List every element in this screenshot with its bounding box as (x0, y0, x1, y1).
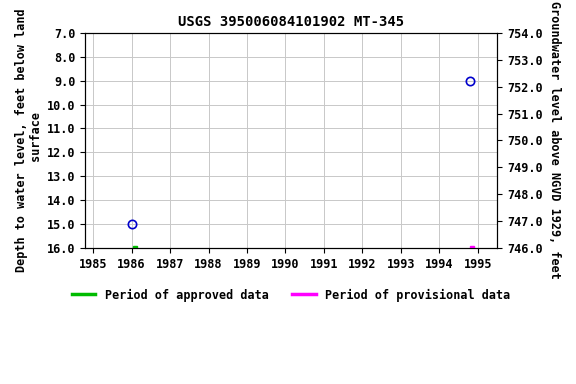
Title: USGS 395006084101902 MT-345: USGS 395006084101902 MT-345 (178, 15, 404, 29)
Y-axis label: Depth to water level, feet below land
 surface: Depth to water level, feet below land su… (15, 8, 43, 272)
Legend: Period of approved data, Period of provisional data: Period of approved data, Period of provi… (67, 284, 516, 306)
Y-axis label: Groundwater level above NGVD 1929, feet: Groundwater level above NGVD 1929, feet (548, 2, 561, 279)
